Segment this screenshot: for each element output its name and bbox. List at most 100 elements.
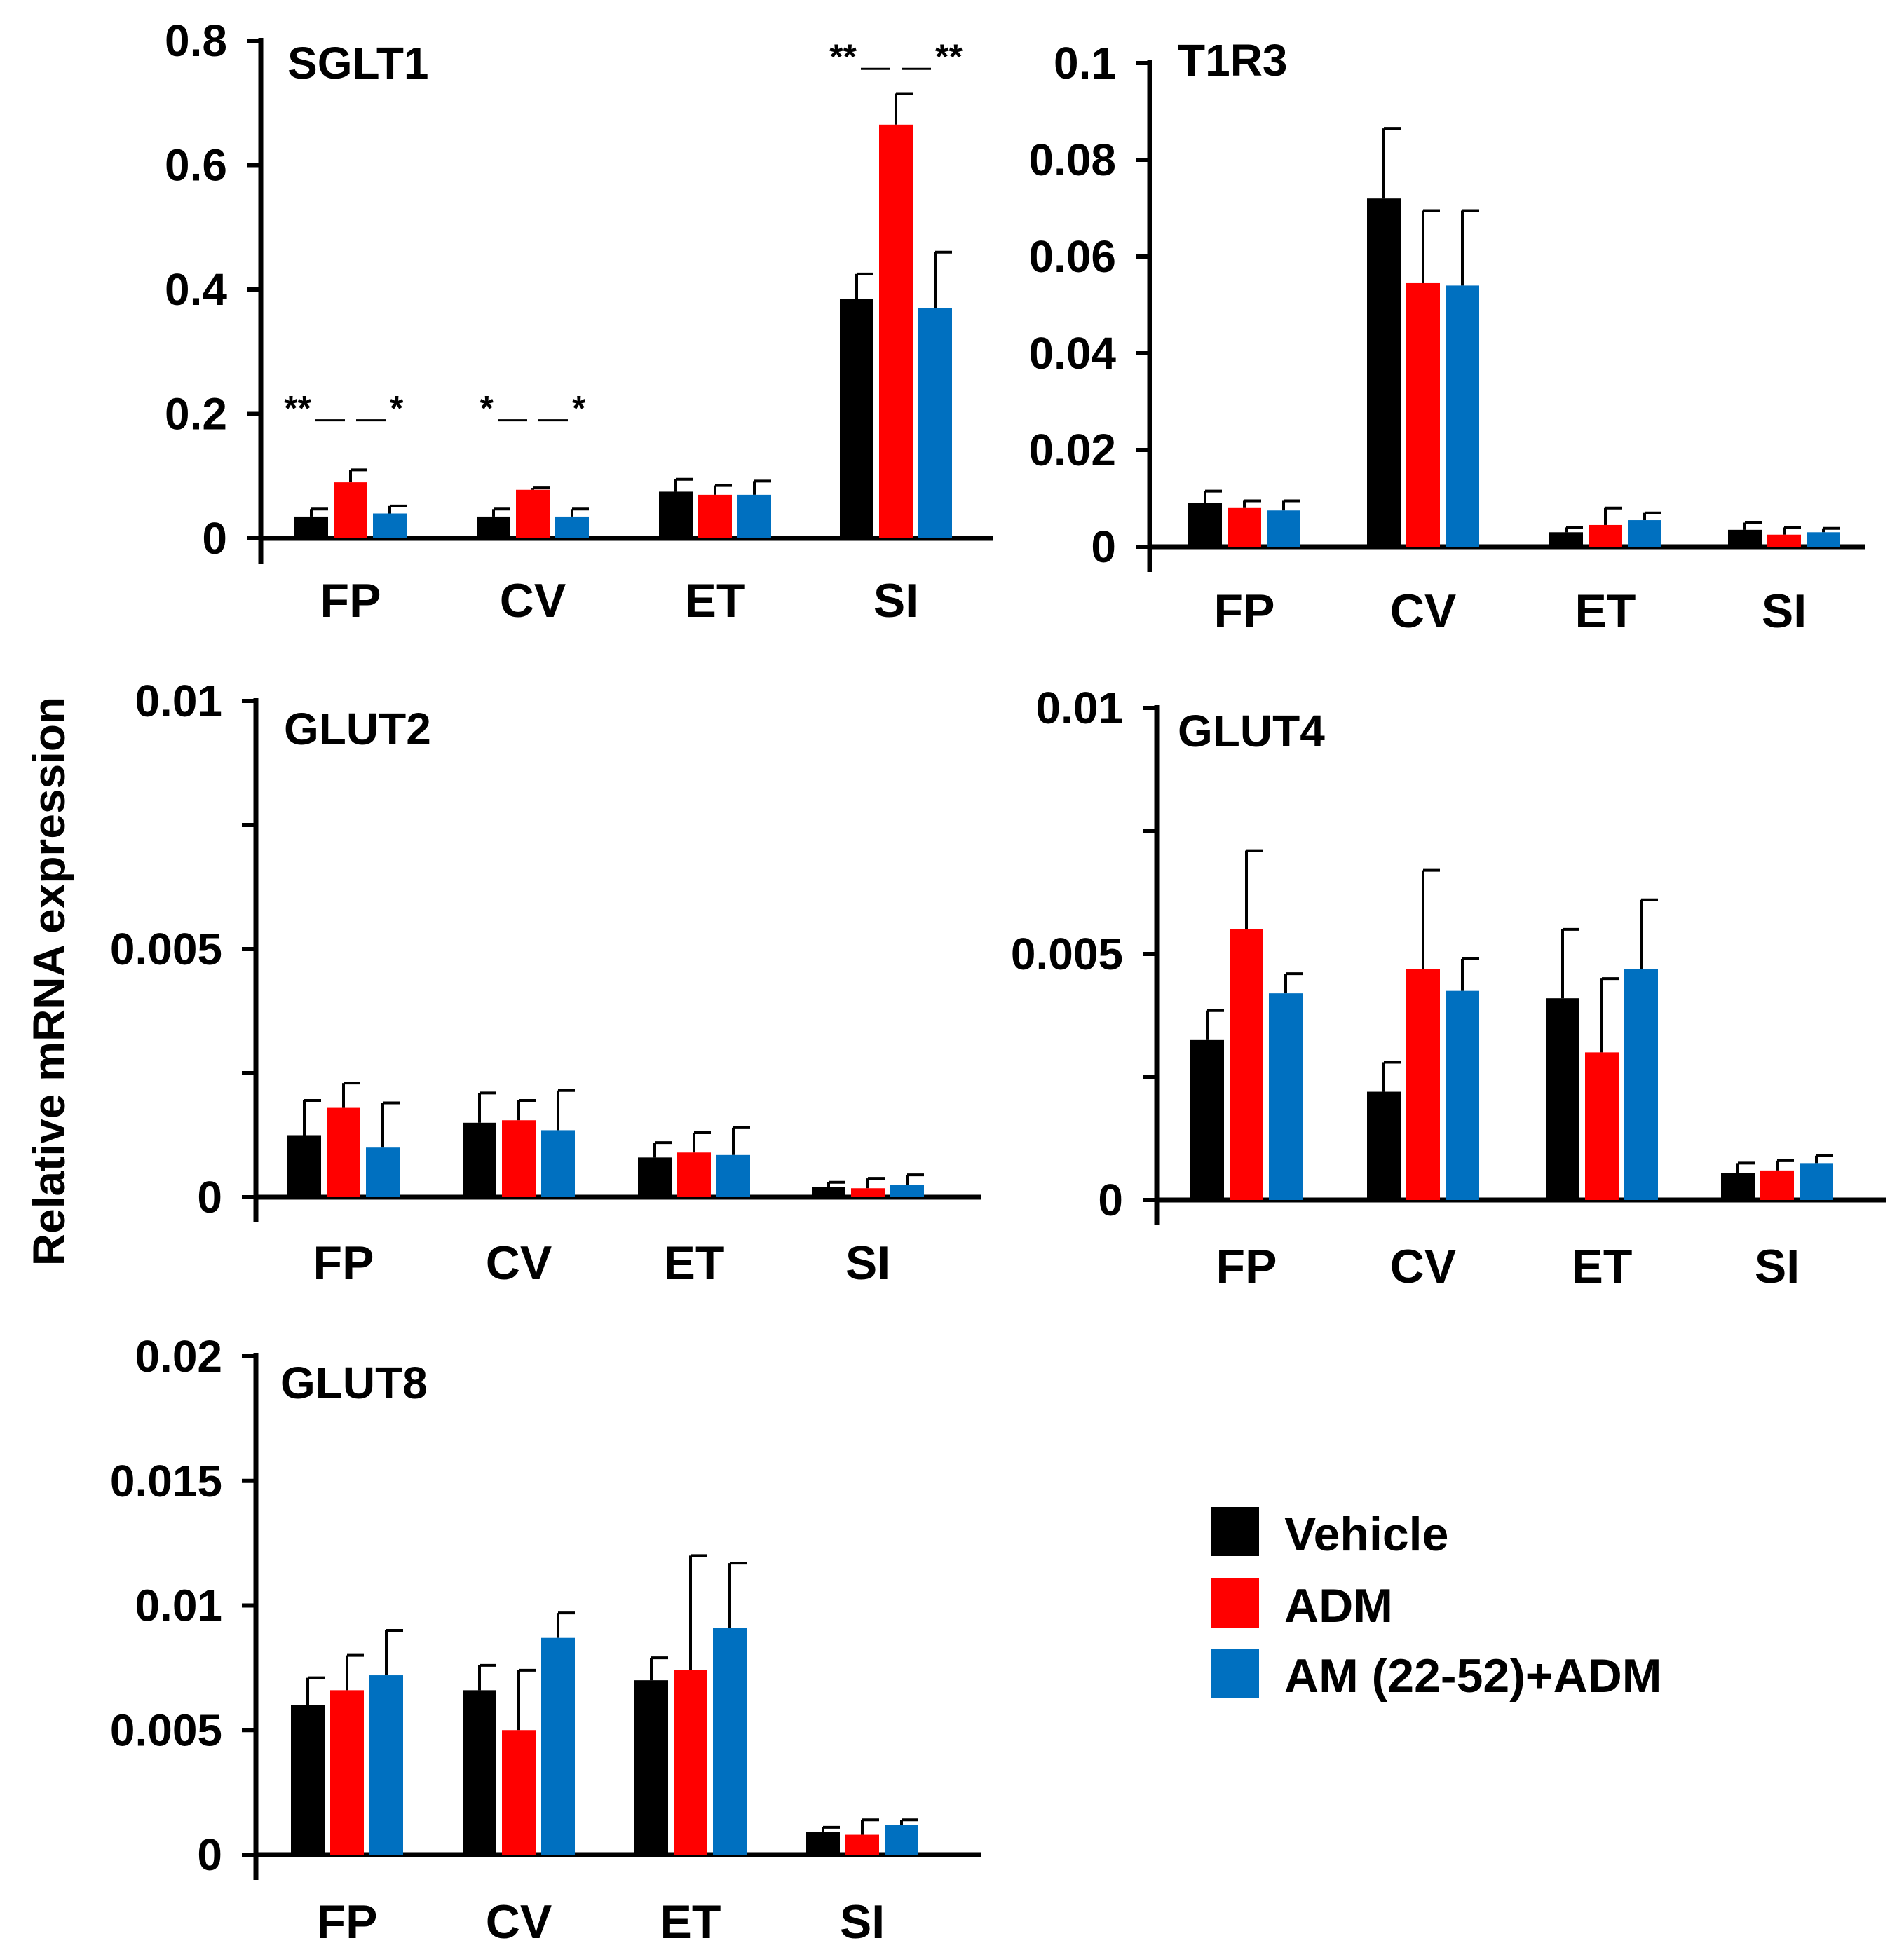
bar xyxy=(638,1157,672,1197)
bar xyxy=(659,491,693,538)
bar xyxy=(1624,969,1658,1200)
legend-label: Vehicle xyxy=(1284,1508,1448,1561)
bar xyxy=(1589,524,1622,547)
x-tick-label: SI xyxy=(1755,1240,1800,1293)
bar xyxy=(1585,1052,1619,1200)
bar xyxy=(851,1188,885,1197)
legend-label: AM (22-52)+ADM xyxy=(1284,1649,1661,1703)
x-tick-label: FP xyxy=(317,1895,378,1949)
bar xyxy=(1230,929,1263,1200)
y-tick-label: 0.6 xyxy=(165,140,227,191)
legend-label: ADM xyxy=(1284,1579,1393,1632)
x-tick-label: SI xyxy=(1762,585,1807,638)
y-tick-label: 0.1 xyxy=(1054,38,1116,88)
legend-item: ADM xyxy=(1211,1578,1393,1632)
y-tick-label: 0.04 xyxy=(1028,328,1116,379)
bar xyxy=(463,1690,496,1855)
legend-swatch xyxy=(1211,1507,1259,1556)
x-tick-label: CV xyxy=(500,574,566,627)
x-tick-label: FP xyxy=(313,1236,374,1290)
bar xyxy=(890,1185,924,1197)
bar xyxy=(1728,529,1762,547)
bar xyxy=(1446,990,1479,1200)
bar xyxy=(698,494,732,538)
bar xyxy=(330,1690,364,1855)
y-tick-label: 0.01 xyxy=(1035,683,1123,733)
bar xyxy=(879,124,913,538)
x-tick-label: ET xyxy=(1572,1240,1633,1293)
bar xyxy=(1446,285,1479,547)
bar xyxy=(1546,998,1579,1200)
bar xyxy=(366,1147,400,1197)
y-tick-label: 0.8 xyxy=(165,15,227,66)
legend-item: AM (22-52)+ADM xyxy=(1211,1649,1661,1703)
y-tick-label: 0.01 xyxy=(135,1581,222,1631)
y-tick-label: 0.06 xyxy=(1028,231,1116,282)
bar xyxy=(845,1834,879,1855)
y-tick-label: 0 xyxy=(1098,1175,1123,1225)
y-tick-label: 0.4 xyxy=(165,264,227,315)
bar xyxy=(634,1680,668,1855)
bar xyxy=(677,1152,711,1197)
bar xyxy=(516,489,550,538)
bar xyxy=(1406,969,1440,1200)
bar xyxy=(334,482,367,538)
bar xyxy=(1188,503,1222,547)
chart-title: GLUT4 xyxy=(1178,706,1325,756)
significance-mark: * xyxy=(480,389,494,428)
y-tick-label: 0.005 xyxy=(110,924,222,974)
x-tick-label: ET xyxy=(1575,585,1636,638)
chart-panel: 0 0.005 0.01 0.015 0.02 GLUT8 FP CV ET SI xyxy=(110,1331,981,1949)
bar xyxy=(477,516,510,538)
bar xyxy=(713,1628,747,1855)
bar xyxy=(555,516,589,538)
y-tick-label: 0.08 xyxy=(1028,135,1116,185)
y-tick-label: 0 xyxy=(1091,521,1116,572)
x-tick-label: SI xyxy=(873,574,918,627)
bar xyxy=(327,1107,360,1197)
bar xyxy=(1267,510,1300,547)
bar xyxy=(541,1130,575,1197)
chart-panel: 0 0.005 0.01 GLUT4 FP CV ET SI xyxy=(1011,683,1886,1293)
y-axis-label: Relative mRNA expression xyxy=(24,697,74,1266)
bar xyxy=(1549,532,1583,547)
x-tick-label: FP xyxy=(1216,1240,1277,1293)
bar xyxy=(502,1120,536,1197)
y-tick-label: 0 xyxy=(202,513,227,564)
chart-title: SGLT1 xyxy=(287,38,429,88)
bar xyxy=(1190,1039,1224,1200)
bar xyxy=(1721,1173,1755,1200)
bar xyxy=(737,494,771,538)
x-tick-label: CV xyxy=(1390,1240,1456,1293)
bar xyxy=(806,1832,840,1855)
bar xyxy=(674,1670,707,1855)
legend-swatch xyxy=(1211,1649,1259,1698)
bar xyxy=(1367,198,1401,547)
bar xyxy=(1228,507,1261,547)
y-tick-label: 0.005 xyxy=(1011,929,1123,979)
chart-title: T1R3 xyxy=(1178,35,1288,86)
x-tick-label: CV xyxy=(486,1236,552,1290)
bar xyxy=(1628,520,1661,547)
bar xyxy=(373,513,407,538)
y-tick-label: 0.01 xyxy=(135,676,222,726)
y-tick-label: 0.2 xyxy=(165,389,227,439)
bar xyxy=(287,1135,321,1197)
bar xyxy=(1760,1170,1794,1200)
bar xyxy=(369,1675,403,1855)
x-tick-label: SI xyxy=(840,1895,885,1949)
legend-swatch xyxy=(1211,1578,1259,1628)
bar xyxy=(291,1705,325,1855)
y-tick-label: 0.015 xyxy=(110,1456,222,1506)
bar xyxy=(1800,1163,1833,1200)
y-tick-label: 0.02 xyxy=(135,1331,222,1382)
bar xyxy=(1767,534,1801,547)
significance-mark: * xyxy=(572,389,586,428)
x-tick-label: ET xyxy=(660,1895,721,1949)
x-tick-label: ET xyxy=(664,1236,725,1290)
legend: Vehicle ADM AM (22-52)+ADM xyxy=(1211,1507,1661,1703)
chart-panel: 0 0.005 0.01 GLUT2 FP CV ET SI xyxy=(110,676,981,1290)
x-tick-label: ET xyxy=(685,574,746,627)
